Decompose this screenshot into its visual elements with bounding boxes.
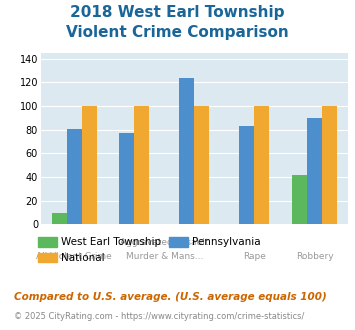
Bar — [307, 118, 322, 224]
Text: All Violent Crime: All Violent Crime — [36, 252, 112, 261]
Text: 2018 West Earl Township: 2018 West Earl Township — [70, 5, 285, 20]
Bar — [195, 106, 209, 224]
Text: Compared to U.S. average. (U.S. average equals 100): Compared to U.S. average. (U.S. average … — [14, 292, 327, 302]
Bar — [82, 106, 97, 224]
Bar — [119, 133, 134, 224]
Bar — [52, 213, 67, 224]
Bar — [67, 129, 82, 224]
Bar — [255, 106, 269, 224]
Bar — [239, 126, 255, 224]
Bar — [322, 106, 337, 224]
Text: © 2025 CityRating.com - https://www.cityrating.com/crime-statistics/: © 2025 CityRating.com - https://www.city… — [14, 312, 305, 321]
Text: Murder & Mans...: Murder & Mans... — [126, 252, 203, 261]
Text: Rape: Rape — [243, 252, 266, 261]
Legend: West Earl Township, National, Pennsylvania: West Earl Township, National, Pennsylvan… — [34, 233, 265, 267]
Text: Robbery: Robbery — [296, 252, 333, 261]
Text: Violent Crime Comparison: Violent Crime Comparison — [66, 25, 289, 40]
Bar — [134, 106, 149, 224]
Text: Aggravated Assault: Aggravated Assault — [120, 238, 209, 247]
Bar — [292, 175, 307, 224]
Bar — [179, 78, 195, 224]
